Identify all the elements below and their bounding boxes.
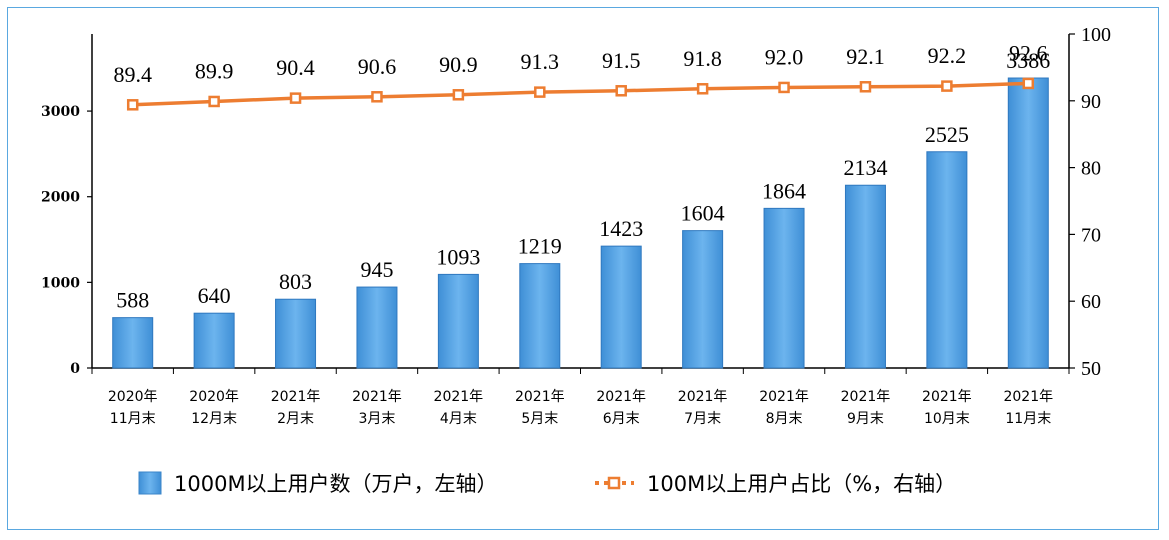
x-tick-label-month: 11月末 xyxy=(1005,411,1051,427)
bar xyxy=(112,317,154,369)
x-tick-label-year: 2021年 xyxy=(841,389,891,405)
bar xyxy=(926,151,968,369)
legend-bar-swatch xyxy=(138,471,162,495)
bar-value-label: 588 xyxy=(116,288,149,313)
bar xyxy=(844,184,886,369)
x-tick-label-month: 12月末 xyxy=(191,411,237,427)
x-tick-label-year: 2021年 xyxy=(759,389,809,405)
line-value-label: 92.6 xyxy=(1009,40,1048,65)
bar-value-label: 803 xyxy=(279,269,312,294)
line-point xyxy=(371,91,383,103)
bar xyxy=(275,298,317,369)
line-point xyxy=(859,81,872,93)
x-tick-label-month: 7月末 xyxy=(684,411,721,427)
line-value-label: 92.0 xyxy=(765,44,804,69)
bar xyxy=(682,230,724,369)
bar xyxy=(763,207,805,369)
bar xyxy=(356,286,398,369)
x-tick-label-month: 9月末 xyxy=(847,411,884,427)
line-point xyxy=(289,92,302,104)
x-tick-label-year: 2021年 xyxy=(434,389,484,405)
bar-value-label: 1864 xyxy=(762,178,806,203)
x-tick-label-month: 4月末 xyxy=(440,411,477,427)
line-value-label: 92.1 xyxy=(846,44,885,69)
legend-line-label: 100M以上用户占比（%，右轴） xyxy=(647,472,956,496)
x-tick-label-year: 2021年 xyxy=(271,389,321,405)
x-tick-label-year: 2021年 xyxy=(515,389,565,405)
line-value-label: 89.9 xyxy=(195,58,234,83)
x-tick-label-year: 2021年 xyxy=(678,389,728,405)
bar xyxy=(437,273,479,369)
line-point xyxy=(452,89,465,101)
x-tick-label-month: 6月末 xyxy=(603,411,640,427)
left-tick-label: 0 xyxy=(70,361,80,377)
line-value-label: 90.9 xyxy=(439,52,478,77)
line-point xyxy=(126,99,139,111)
line-value-label: 91.3 xyxy=(521,49,560,74)
line-value-label: 90.4 xyxy=(276,55,315,80)
left-tick-label: 2000 xyxy=(41,190,80,206)
bar-value-label: 1604 xyxy=(681,201,725,226)
x-tick-label-month: 8月末 xyxy=(766,411,803,427)
x-tick-label-year: 2021年 xyxy=(352,389,402,405)
line-value-label: 90.6 xyxy=(358,54,397,79)
line-point xyxy=(941,80,953,92)
bar-value-label: 3386 xyxy=(1006,48,1050,73)
bar-value-label: 1219 xyxy=(518,234,562,259)
line-series xyxy=(132,81,1029,107)
right-tick-label: 80 xyxy=(1081,158,1101,180)
bar-value-label: 1093 xyxy=(436,244,480,269)
x-tick-label-year: 2020年 xyxy=(108,389,158,405)
bar xyxy=(193,312,235,369)
right-tick-label: 100 xyxy=(1081,24,1111,46)
line-point xyxy=(615,85,627,97)
line-point xyxy=(1022,77,1035,90)
x-tick-label-month: 10月末 xyxy=(924,411,970,427)
left-tick-label: 1000 xyxy=(41,275,80,291)
x-tick-label-year: 2021年 xyxy=(596,389,646,405)
bar-value-label: 640 xyxy=(198,283,231,308)
right-tick-label: 70 xyxy=(1081,224,1101,246)
bar-value-label: 1423 xyxy=(599,216,643,241)
x-tick-label-year: 2021年 xyxy=(922,389,972,405)
line-point xyxy=(696,83,709,95)
x-tick-label-month: 5月末 xyxy=(521,411,558,427)
bar xyxy=(600,245,642,369)
right-tick-label: 90 xyxy=(1081,91,1101,113)
bar-value-label: 2525 xyxy=(925,122,969,147)
bar xyxy=(519,263,561,369)
x-tick-label-month: 11月末 xyxy=(110,411,156,427)
line-value-label: 92.2 xyxy=(928,43,967,68)
line-point xyxy=(778,81,790,94)
right-tick-label: 50 xyxy=(1081,358,1101,380)
legend-bar-label: 1000M以上用户数（万户，左轴） xyxy=(174,472,498,496)
x-tick-label-month: 2月末 xyxy=(277,411,314,427)
bar-value-label: 2134 xyxy=(843,155,887,180)
chart-frame xyxy=(7,7,1159,530)
line-value-label: 91.8 xyxy=(683,46,722,71)
line-value-label: 91.5 xyxy=(602,48,641,73)
bar xyxy=(1007,77,1049,369)
left-tick-label: 3000 xyxy=(41,104,80,120)
line-point xyxy=(534,86,546,98)
line-point xyxy=(208,95,220,108)
legend: 1000M以上用户数（万户，左轴） 100M以上用户占比（%，右轴） xyxy=(138,471,956,496)
line-value-label: 89.4 xyxy=(113,62,152,87)
right-tick-label: 60 xyxy=(1081,291,1101,313)
bar-value-label: 945 xyxy=(360,257,393,282)
x-tick-label-year: 2020年 xyxy=(189,389,239,405)
x-tick-label-month: 3月末 xyxy=(358,411,395,427)
legend-line-swatch-marker xyxy=(607,476,621,490)
x-tick-label-year: 2021年 xyxy=(1003,389,1053,405)
